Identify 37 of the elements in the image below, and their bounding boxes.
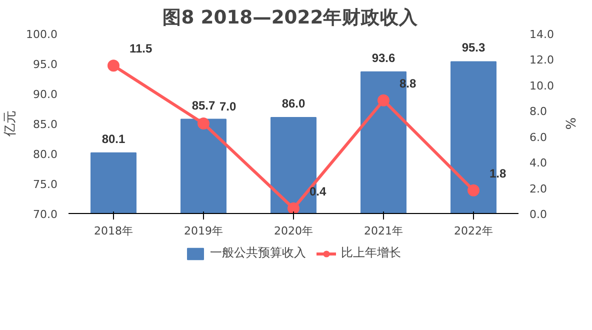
data-label: 7.0 bbox=[220, 100, 237, 114]
point bbox=[468, 184, 480, 196]
y-tick-label: 80.0 bbox=[33, 148, 58, 161]
x-tick-label: 2019年 bbox=[184, 224, 224, 238]
data-label: 93.6 bbox=[372, 50, 396, 65]
legend-label: 一般公共预算收入 bbox=[210, 244, 306, 262]
data-label: 95.3 bbox=[462, 40, 486, 55]
point bbox=[288, 202, 300, 214]
y-tick-label: 100.0 bbox=[26, 28, 58, 41]
data-label: 80.1 bbox=[102, 132, 126, 146]
legend-label: 比上年增长 bbox=[341, 244, 401, 262]
y2-axis-title: % bbox=[562, 117, 577, 130]
y2-tick-label: 2.0 bbox=[530, 182, 547, 196]
y2-tick-label: 0.0 bbox=[530, 208, 547, 221]
chart-title: 图8 2018—2022年财政收入 bbox=[162, 6, 420, 28]
x-tick-label: 2018年 bbox=[94, 224, 134, 238]
y2-tick-label: 6.0 bbox=[530, 130, 547, 144]
x-tick-label: 2020年 bbox=[274, 224, 314, 238]
point bbox=[378, 94, 390, 106]
y2-tick-label: 4.0 bbox=[530, 156, 547, 170]
point bbox=[198, 118, 210, 130]
y2-tick-label: 8.0 bbox=[530, 105, 547, 118]
y-tick-label: 85.0 bbox=[33, 118, 58, 131]
data-label: 86.0 bbox=[282, 96, 306, 110]
y-axis-title: 亿元 bbox=[3, 110, 18, 138]
data-label: 85.7 bbox=[192, 98, 216, 112]
y-tick-label: 70.0 bbox=[33, 208, 58, 221]
y2-tick-label: 10.0 bbox=[530, 79, 554, 92]
x-tick-label: 2022年 bbox=[454, 224, 494, 238]
y-tick-label: 95.0 bbox=[33, 58, 58, 71]
y-tick-label: 75.0 bbox=[33, 178, 58, 191]
y2-tick-label: 12.0 bbox=[530, 54, 554, 67]
x-tick-label: 2021年 bbox=[364, 224, 404, 238]
y-tick-label: 90.0 bbox=[33, 88, 58, 101]
data-label: 11.5 bbox=[130, 42, 153, 56]
y2-tick-label: 14.0 bbox=[530, 28, 554, 41]
point bbox=[108, 60, 120, 72]
